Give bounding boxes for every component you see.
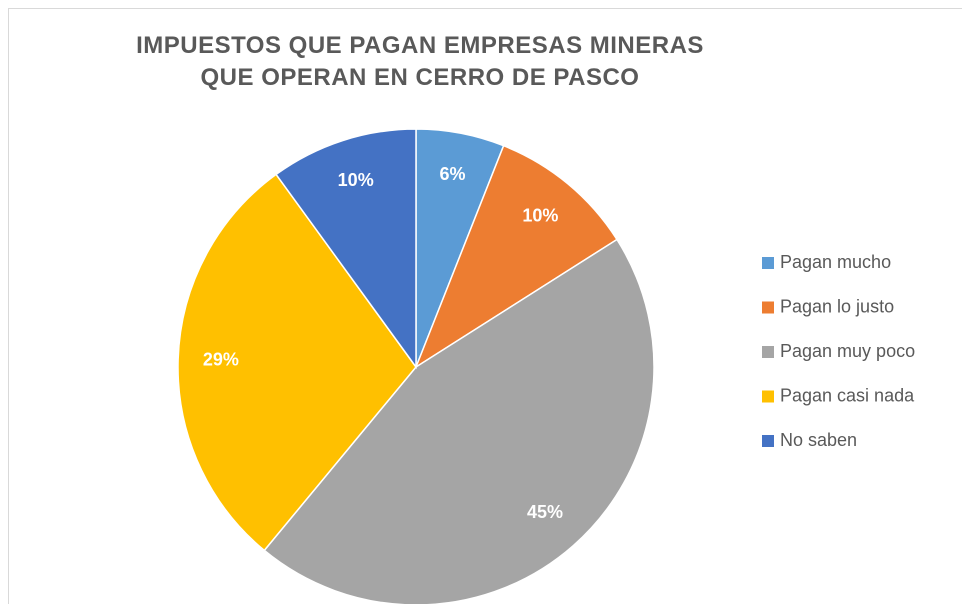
pie-slice (414, 144, 618, 369)
chart-border (8, 8, 962, 604)
legend-swatch (762, 346, 774, 358)
legend-label: Pagan mucho (780, 252, 891, 272)
value-label: 10% (522, 205, 558, 225)
pie-slice (263, 238, 655, 604)
value-label: 6% (440, 164, 466, 184)
pie-slice (177, 173, 417, 552)
chart-title: IMPUESTOS QUE PAGAN EMPRESAS MINERAS QUE… (136, 32, 704, 91)
pie-slice (275, 128, 417, 370)
legend-label: Pagan casi nada (780, 385, 915, 405)
value-label: 10% (338, 170, 374, 190)
value-label: 45% (527, 502, 563, 522)
legend-swatch (762, 435, 774, 447)
legend-swatch (762, 257, 774, 269)
value-label: 29% (203, 350, 239, 370)
legend-swatch (762, 301, 774, 314)
legend-label: No saben (780, 430, 857, 450)
legend-label: Pagan muy poco (780, 341, 915, 361)
legend-label: Pagan lo justo (780, 296, 894, 316)
legend-swatch (762, 390, 774, 403)
